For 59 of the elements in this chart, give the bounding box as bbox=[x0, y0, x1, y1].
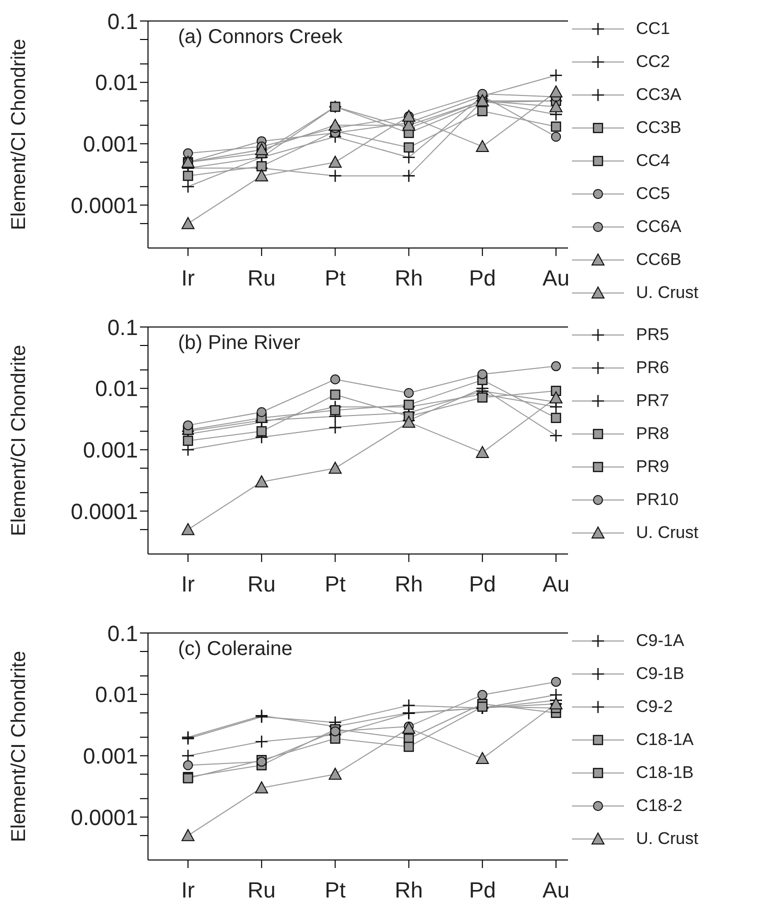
legend-label: U. Crust bbox=[636, 282, 698, 302]
legend-label: PR9 bbox=[636, 456, 670, 476]
y-tick-label: 0.1 bbox=[107, 620, 138, 646]
y-tick-label: 0.1 bbox=[107, 314, 138, 340]
y-axis-title: Element/CI Chondrite bbox=[8, 38, 30, 230]
legend-label: C9-1B bbox=[636, 664, 684, 684]
legend-label: C9-1A bbox=[636, 630, 684, 650]
legend-label: U. Crust bbox=[636, 828, 698, 848]
chart-title: (c) Coleraine bbox=[178, 638, 292, 661]
legend-label: PR5 bbox=[636, 324, 670, 344]
y-tick-label: 0.1 bbox=[107, 8, 138, 34]
y-tick-label: 0.0001 bbox=[70, 192, 138, 218]
x-tick-label: Rh bbox=[394, 266, 423, 291]
legend-label: CC6A bbox=[636, 216, 682, 236]
x-tick-label: Ru bbox=[248, 878, 276, 903]
legend-label: PR10 bbox=[636, 490, 679, 510]
y-tick-label: 0.0001 bbox=[70, 498, 138, 524]
x-tick-label: Pt bbox=[324, 572, 346, 597]
legend-label: CC3A bbox=[636, 84, 682, 104]
y-axis-title: Element/CI Chondrite bbox=[8, 650, 30, 842]
legend-label: CC2 bbox=[636, 52, 670, 72]
legend-label: C18-1B bbox=[636, 762, 694, 782]
x-tick-label: Pd bbox=[468, 878, 496, 903]
legend-label: CC1 bbox=[636, 18, 670, 38]
legend-label: CC4 bbox=[636, 150, 670, 170]
y-tick-label: 0.001 bbox=[82, 438, 138, 463]
y-axis-title: Element/CI Chondrite bbox=[8, 344, 30, 536]
x-tick-label: Au bbox=[542, 878, 570, 903]
y-tick-label: 0.01 bbox=[95, 70, 138, 96]
x-tick-label: Ru bbox=[248, 266, 276, 291]
legend-label: PR6 bbox=[636, 358, 670, 378]
x-tick-label: Rh bbox=[394, 878, 423, 903]
chart-title: (a) Connors Creek bbox=[178, 26, 343, 49]
y-tick-label: 0.01 bbox=[95, 376, 138, 402]
legend-label: CC3B bbox=[636, 118, 682, 138]
x-tick-label: Ir bbox=[181, 266, 195, 291]
x-tick-label: Au bbox=[542, 572, 570, 597]
y-tick-label: 0.001 bbox=[82, 132, 138, 157]
legend-label: CC6B bbox=[636, 250, 682, 270]
x-tick-label: Rh bbox=[394, 572, 423, 597]
x-tick-label: Pd bbox=[468, 266, 496, 291]
chart-title: (b) Pine River bbox=[178, 332, 300, 355]
x-tick-label: Pt bbox=[324, 266, 346, 291]
x-tick-label: Ru bbox=[248, 572, 276, 597]
legend-label: PR7 bbox=[636, 390, 670, 410]
legend-label: C18-2 bbox=[636, 796, 682, 816]
y-tick-label: 0.01 bbox=[95, 682, 138, 708]
legend-label: PR8 bbox=[636, 424, 670, 444]
x-tick-label: Ir bbox=[181, 572, 195, 597]
x-tick-label: Au bbox=[542, 266, 570, 291]
legend-label: C18-1A bbox=[636, 730, 694, 750]
legend-label: CC5 bbox=[636, 184, 670, 204]
y-tick-label: 0.0001 bbox=[70, 804, 138, 830]
x-tick-label: Ir bbox=[181, 878, 195, 903]
legend-label: U. Crust bbox=[636, 522, 698, 542]
x-tick-label: Pd bbox=[468, 572, 496, 597]
x-tick-label: Pt bbox=[324, 878, 346, 903]
legend-label: C9-2 bbox=[636, 696, 673, 716]
y-tick-label: 0.001 bbox=[82, 744, 138, 769]
